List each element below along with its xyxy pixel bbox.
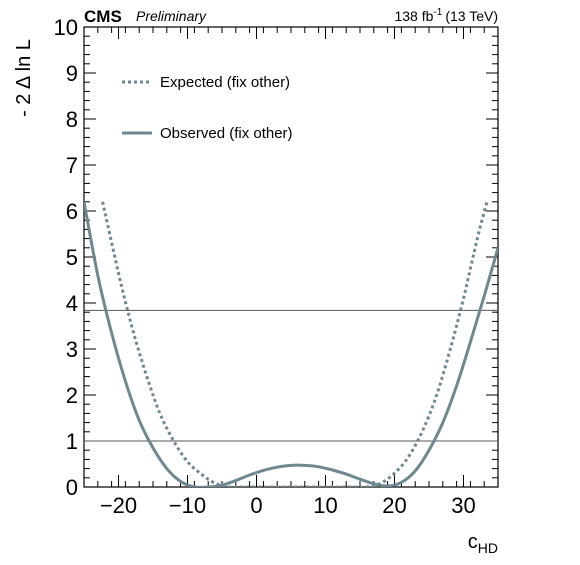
x-tick-label: 0 (250, 493, 262, 518)
x-axis-title-main: c (468, 531, 478, 553)
y-tick-label: 7 (66, 153, 78, 178)
y-tick-label: 6 (66, 199, 78, 224)
experiment-label: CMS (84, 7, 122, 26)
status-label: Preliminary (136, 8, 207, 24)
x-tick-label: 10 (313, 493, 337, 518)
legend-label: Observed (fix other) (160, 125, 293, 142)
x-axis-title: cHD (468, 531, 498, 556)
x-tick-label: 20 (382, 493, 406, 518)
luminosity-label: 138 fb-1 (13 TeV) (394, 7, 498, 24)
observed-curve (84, 201, 498, 487)
lumi-exponent: -1 (433, 7, 442, 18)
x-tick-label: −20 (100, 493, 137, 518)
y-tick-label: 9 (66, 61, 78, 86)
reference-lines (84, 309, 498, 442)
y-tick-label: 1 (66, 429, 78, 454)
y-axis-title: - 2 Δ ln L (13, 39, 35, 117)
legend: Expected (fix other) Observed (fix other) (122, 74, 293, 142)
x-tick-label: −10 (169, 493, 206, 518)
lumi-value: 138 fb (394, 8, 433, 24)
expected-curve (101, 201, 489, 487)
legend-label: Expected (fix other) (160, 74, 290, 91)
y-tick-label: 5 (66, 245, 78, 270)
y-tick-label: 0 (66, 475, 78, 500)
y-tick-label: 8 (66, 107, 78, 132)
y-tick-label: 3 (66, 337, 78, 362)
x-tick-label: 30 (451, 493, 475, 518)
y-tick-label: 10 (54, 15, 78, 40)
lumi-energy: (13 TeV) (445, 8, 498, 24)
data-series (84, 201, 498, 487)
y-tick-label: 4 (66, 291, 78, 316)
x-axis-title-sub: HD (478, 540, 498, 556)
y-tick-label: 2 (66, 383, 78, 408)
axis-ticks: 0 1 2 3 4 5 6 7 8 9 10 −20 −10 0 10 20 30 (54, 15, 499, 518)
plot-frame (83, 26, 499, 488)
